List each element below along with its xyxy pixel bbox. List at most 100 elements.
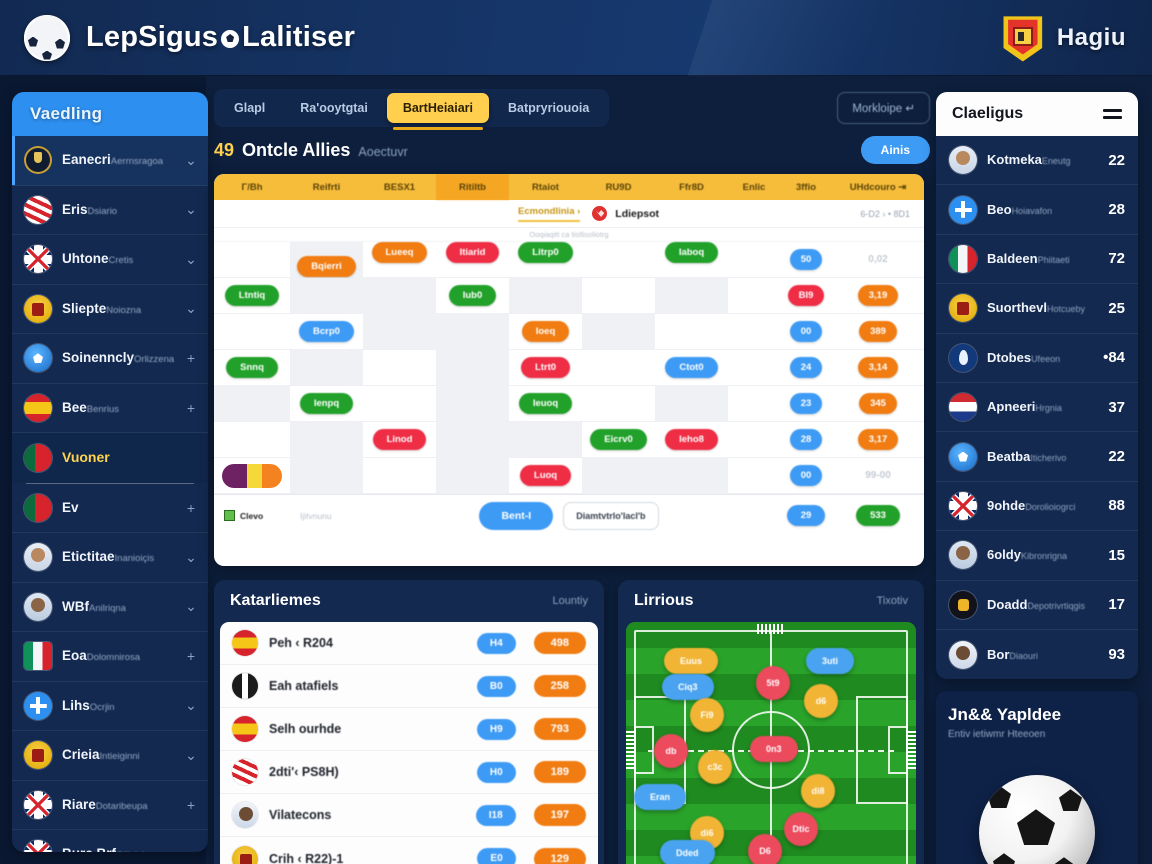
table-column-header-2[interactable]: BESX1 <box>383 181 416 193</box>
sidebar-item-label: Riare <box>62 796 96 812</box>
footer-secondary-button[interactable]: Diamtvtrlo'lacl'b <box>563 501 659 530</box>
sidebar-item-7[interactable]: Ev + <box>12 484 208 533</box>
sidebar-item-11[interactable]: LihsOcrjin ⌄ <box>12 682 208 731</box>
standings-row[interactable]: ApneeriHrgnia 37 <box>936 383 1138 433</box>
list-item[interactable]: Crih ‹ R22)-1 E0 129 <box>220 837 598 864</box>
view-options-button[interactable]: Morkloipe ↵ <box>837 92 930 124</box>
table-column-header-6[interactable]: Ffr8D <box>679 181 704 193</box>
chevron-icon[interactable]: + <box>186 399 196 416</box>
standings-row[interactable]: KotmekaEneutg 22 <box>936 136 1138 186</box>
sidebar-item-text: CrieiaIntieiginni <box>62 746 174 764</box>
table-column-header-8[interactable]: 3ffio <box>795 181 817 193</box>
tab-1[interactable]: Ra'ooytgtai <box>300 101 368 115</box>
table-column-header-0[interactable]: Γ/Bh <box>241 181 263 193</box>
sidebar-item-9[interactable]: WBfAnilriqna ⌄ <box>12 583 208 632</box>
player-marker-14[interactable]: Dded <box>660 840 715 864</box>
player-marker-2[interactable]: Fi9 <box>690 698 724 732</box>
standings-row[interactable]: BeatbaIticherivo 22 <box>936 432 1138 482</box>
sidebar-item-12[interactable]: CrieiaIntieiginni ⌄ <box>12 731 208 781</box>
table-row[interactable]: Bqierri Lueeq Itiarid Litrp0 Iaboq 50 0,02 <box>214 242 924 278</box>
list-item[interactable]: Vilatecons I18 197 <box>220 794 598 837</box>
chevron-icon[interactable]: ⌄ <box>185 746 197 763</box>
player-marker-3[interactable]: 5t9 <box>756 666 790 700</box>
standings-row[interactable]: DtobesUfeeon •84 <box>936 334 1138 383</box>
table-column-header-9[interactable]: UHdcouro ⇥ <box>849 181 907 193</box>
tab-2[interactable]: BartHeiaiari <box>386 93 490 130</box>
tab-3[interactable]: Batpryriouoia <box>508 101 590 115</box>
table-row[interactable]: Ienpq Ieuoq 23 345 <box>214 386 924 422</box>
standings-row-value: 28 <box>1108 201 1125 219</box>
sidebar-item-4[interactable]: SoinennclyOrlizzena + <box>12 334 208 384</box>
tab-0[interactable]: Glapl <box>234 101 266 115</box>
chevron-icon[interactable]: ⌄ <box>185 250 197 267</box>
table-row[interactable]: Luoq 00 99-00 <box>214 458 924 494</box>
sidebar-item-8[interactable]: EtictitaeInanioiçis ⌄ <box>12 533 208 583</box>
sidebar-item-sublabel: Cretis <box>108 255 134 267</box>
sidebar-item-3[interactable]: SliepteNoiozna ⌄ <box>12 285 208 334</box>
standings-row[interactable]: SuorthevlHotcueby 25 <box>936 284 1138 334</box>
table-row[interactable]: Snnq Ltrt0 Ctot0 24 3,14 <box>214 350 924 386</box>
chevron-icon[interactable]: ⌄ <box>185 201 197 218</box>
sidebar-item-6[interactable]: Vuoner <box>12 433 208 483</box>
player-marker-9[interactable]: di8 <box>801 774 835 808</box>
player-marker-13[interactable]: D6 <box>748 834 782 864</box>
player-marker-1[interactable]: Ciq3 <box>662 674 714 700</box>
chevron-icon[interactable]: ⌄ <box>185 548 197 565</box>
header-team[interactable]: Hagiu <box>1002 14 1126 62</box>
player-marker-0[interactable]: Euus <box>664 648 719 674</box>
chevron-icon[interactable]: ⌄ <box>184 846 198 852</box>
chevron-icon[interactable]: ⌄ <box>185 598 197 615</box>
list-item[interactable]: Eah atafiels B0 258 <box>220 665 598 708</box>
sidebar-item-14[interactable]: Bure BrfOijioiaia ⌄ <box>12 830 208 852</box>
chevron-icon[interactable]: + <box>186 796 196 813</box>
table-row[interactable]: Linod Eicrv0 Ieho8 28 3,17 <box>214 422 924 458</box>
table-column-header-7[interactable]: Enlic <box>742 181 766 193</box>
table-column-header-4[interactable]: Rtaiot <box>532 181 559 193</box>
hamburger-icon[interactable] <box>1103 109 1122 119</box>
standings-row[interactable]: BaldeenPhiitaeti 72 <box>936 235 1138 285</box>
player-marker-12[interactable]: Dtic <box>784 812 818 846</box>
standings-row[interactable]: DoaddDepotrivrtiqgis 17 <box>936 581 1138 630</box>
footer-primary-button[interactable]: Bent-I <box>479 501 554 530</box>
player-marker-8[interactable]: c3c <box>698 750 732 784</box>
sidebar-item-0[interactable]: EanecriAerrnsragoa ⌄ <box>12 136 208 186</box>
chevron-icon[interactable]: ⌄ <box>185 300 197 317</box>
promo-card[interactable]: Jn&& Yapldee Entiv ietiwmr Hteeoen <box>936 691 1138 864</box>
pitch-diagram[interactable]: Euus Ciq3 Fi9 5t9 3uti d6 db 0n3 c3c di8 Eran di6 Dt… <box>626 622 916 864</box>
sidebar-item-10[interactable]: EoaDolomnirosa + <box>12 632 208 682</box>
standings-row-value: 15 <box>1108 546 1125 564</box>
standings-row[interactable]: BorDiaouri 93 <box>936 630 1138 679</box>
standings-row[interactable]: BeoHoiavafon 28 <box>936 185 1138 235</box>
table-row[interactable]: Ltntiq Iub0 BI9 3,19 <box>214 278 924 314</box>
table-column-header-3[interactable]: Ritiltb <box>436 174 509 200</box>
chevron-icon[interactable]: ⌄ <box>185 697 197 714</box>
list-item[interactable]: Peh ‹ R204 H4 498 <box>220 622 598 665</box>
list-item[interactable]: Selh ourhde H9 793 <box>220 708 598 751</box>
sidebar-item-1[interactable]: ErisDsiario ⌄ <box>12 186 208 235</box>
sidebar-item-5[interactable]: BeeBenrius + <box>12 384 208 433</box>
table-column-header-1[interactable]: Reifrti <box>312 181 341 193</box>
player-marker-10[interactable]: Eran <box>634 784 687 810</box>
standings-row[interactable]: 6oldyKibronrigna 15 <box>936 531 1138 581</box>
sidebar-item-13[interactable]: RiareDotaribeupa + <box>12 781 208 830</box>
sidebar-item-text: EanecriAerrnsragoa <box>62 151 174 169</box>
player-marker-5[interactable]: d6 <box>804 684 838 718</box>
cell-badge: 3,19 <box>857 285 899 306</box>
main-content: Glapl Ra'ooytgtai BartHeiaiari Batpryriouoi… <box>214 86 930 864</box>
table-column-header-5[interactable]: RU9D <box>605 181 632 193</box>
player-marker-7[interactable]: 0n3 <box>750 736 798 762</box>
chevron-icon[interactable]: + <box>186 648 196 665</box>
standings-row[interactable]: 9ohdeDorolioiogrci 88 <box>936 482 1138 532</box>
sidebar-item-2[interactable]: UhtoneCretis ⌄ <box>12 235 208 285</box>
chevron-icon[interactable]: + <box>186 350 196 367</box>
table-row[interactable]: Bcrp0 Ioeq 00 389 <box>214 314 924 350</box>
list-item-value-1: B0 <box>476 675 516 697</box>
list-item[interactable]: 2dti'‹ PS8H) H0 189 <box>220 751 598 794</box>
subheader-link[interactable]: Ecmondlinia › <box>518 206 581 222</box>
chevron-icon[interactable]: ⌄ <box>185 151 197 168</box>
player-marker-4[interactable]: 3uti <box>806 648 855 674</box>
player-marker-6[interactable]: db <box>654 734 688 768</box>
brand[interactable]: LepSigus Lalitiser <box>24 14 355 61</box>
chevron-icon[interactable]: + <box>186 499 196 516</box>
primary-action-button[interactable]: Ainis <box>860 136 930 164</box>
